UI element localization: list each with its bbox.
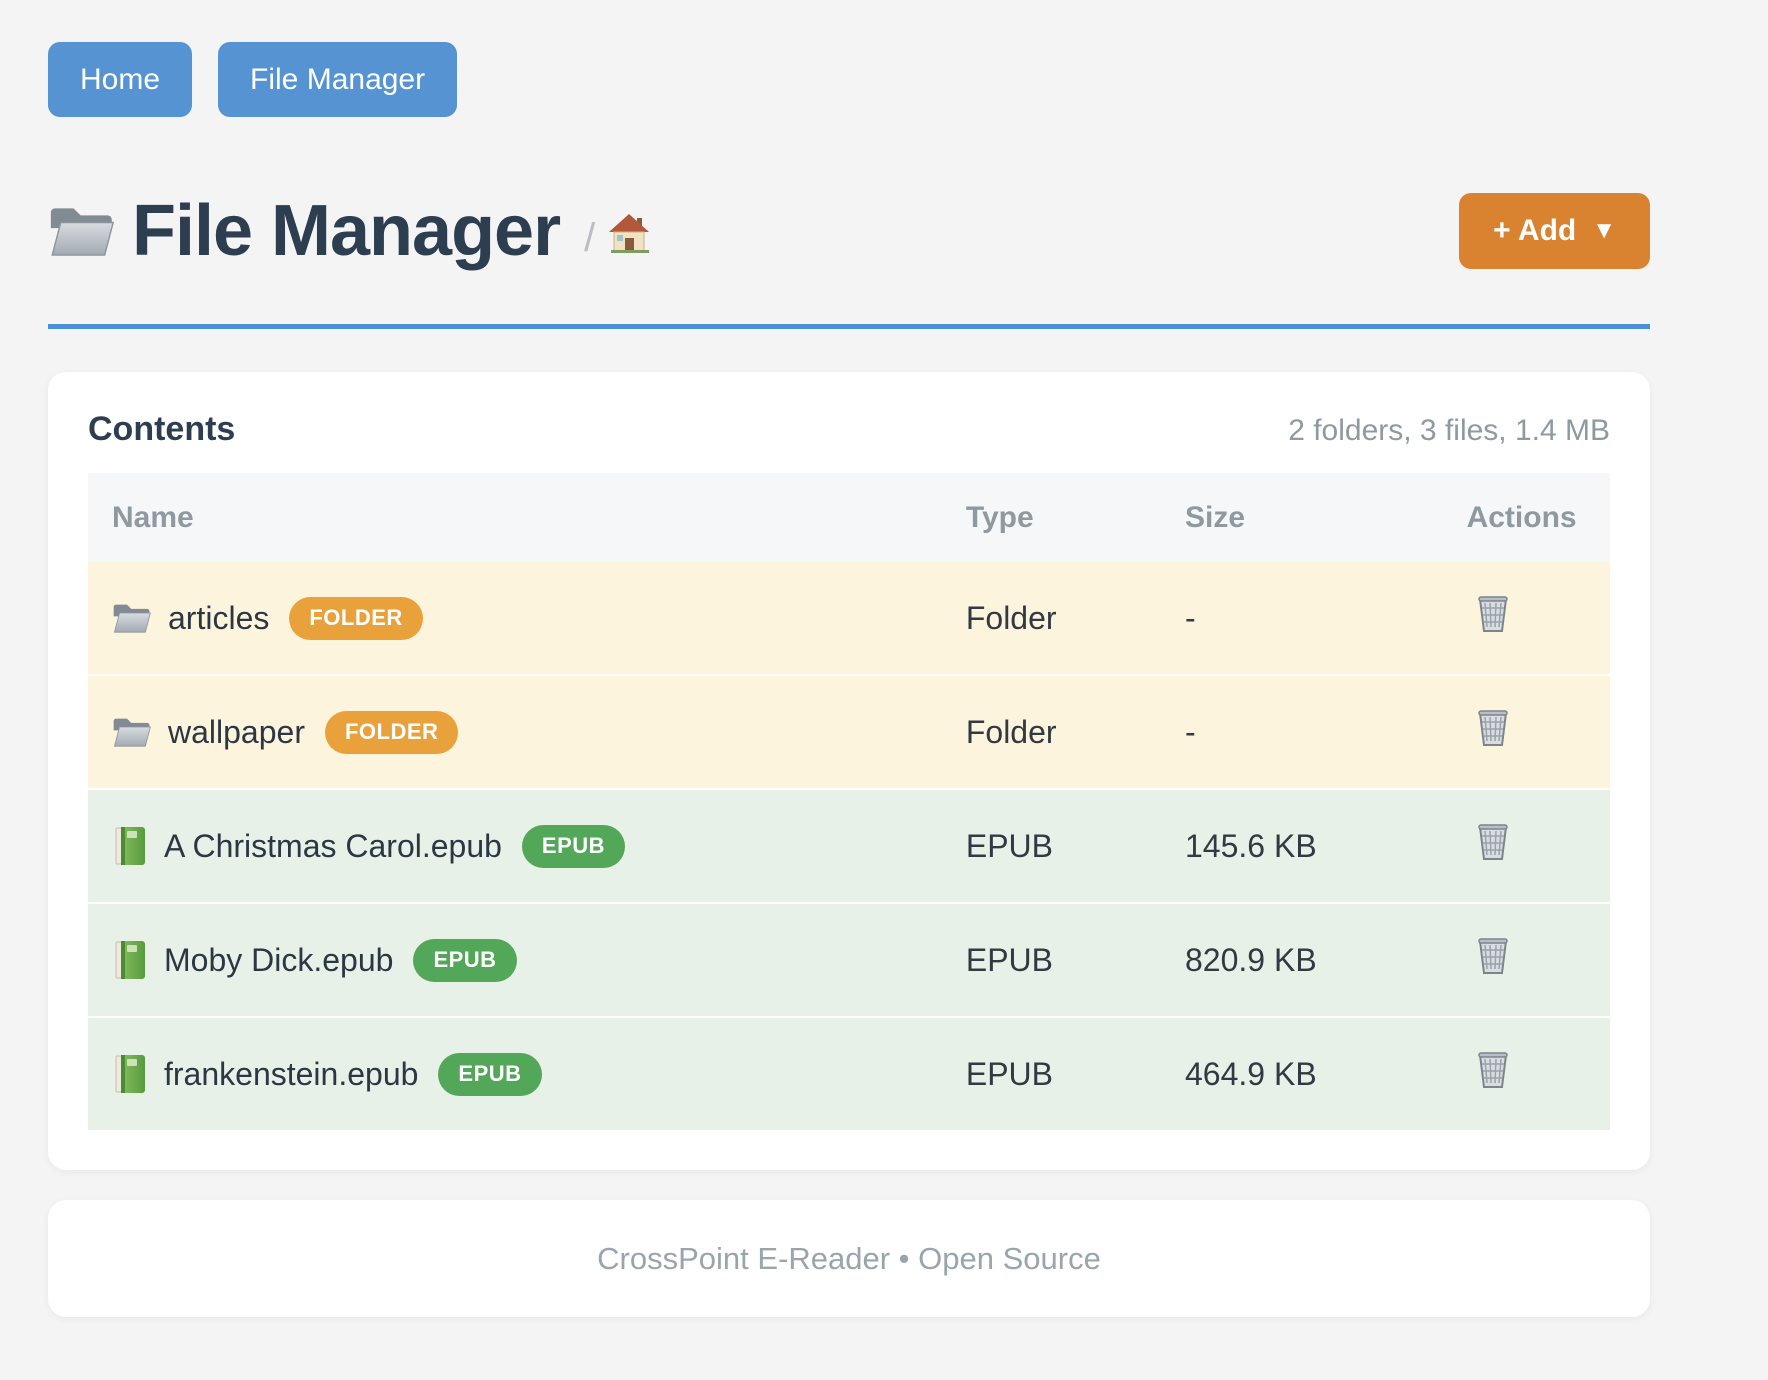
open-folder-icon xyxy=(48,202,116,260)
add-button[interactable]: + Add ▼ xyxy=(1459,193,1650,269)
delete-button[interactable] xyxy=(1477,709,1509,747)
column-header-size: Size xyxy=(1161,473,1443,562)
size-cell: - xyxy=(1161,674,1443,789)
table-row: articles FOLDER Folder - xyxy=(88,562,1610,675)
folder-icon xyxy=(112,715,152,749)
item-name-link[interactable]: articles xyxy=(168,599,270,636)
type-cell: EPUB xyxy=(941,1016,1161,1130)
item-name-link[interactable]: wallpaper xyxy=(168,713,305,750)
folder-badge: FOLDER xyxy=(289,596,423,640)
footer-text: CrossPoint E-Reader • Open Source xyxy=(597,1240,1101,1276)
delete-button[interactable] xyxy=(1477,937,1509,975)
nav-file-manager-button[interactable]: File Manager xyxy=(218,42,458,117)
column-header-name: Name xyxy=(88,473,942,562)
nav-home-button[interactable]: Home xyxy=(48,42,193,117)
type-cell: Folder xyxy=(965,599,1057,636)
contents-heading: Contents xyxy=(88,410,236,448)
file-table: Name Type Size Actions articles FOLDER F… xyxy=(88,473,1610,1130)
type-cell: Folder xyxy=(941,674,1161,789)
table-row: Moby Dick.epub EPUB EPUB 820.9 KB xyxy=(88,902,1610,1017)
footer: CrossPoint E-Reader • Open Source xyxy=(48,1200,1650,1317)
item-name-link[interactable]: frankenstein.epub xyxy=(164,1055,419,1092)
epub-badge: EPUB xyxy=(413,938,517,982)
delete-button[interactable] xyxy=(1477,823,1509,861)
type-cell: EPUB xyxy=(941,902,1161,1017)
delete-button[interactable] xyxy=(1477,1051,1509,1089)
table-row: A Christmas Carol.epub EPUB EPUB 145.6 K… xyxy=(88,788,1610,903)
item-name-link[interactable]: A Christmas Carol.epub xyxy=(164,827,502,864)
green-book-icon xyxy=(112,940,148,980)
chevron-down-icon: ▼ xyxy=(1592,217,1616,244)
top-nav: Home File Manager xyxy=(48,0,1650,117)
delete-button[interactable] xyxy=(1477,595,1509,633)
green-book-icon xyxy=(112,1054,148,1094)
trash-icon xyxy=(1477,709,1509,747)
trash-icon xyxy=(1477,595,1509,633)
page-header: File Manager / + Add ▼ xyxy=(48,193,1650,269)
type-cell: EPUB xyxy=(941,788,1161,903)
size-cell: 464.9 KB xyxy=(1161,1016,1443,1130)
size-cell: 820.9 KB xyxy=(1161,902,1443,1017)
green-book-icon xyxy=(112,826,148,866)
contents-summary: 2 folders, 3 files, 1.4 MB xyxy=(1288,414,1610,447)
house-icon[interactable] xyxy=(607,212,651,256)
table-row: frankenstein.epub EPUB EPUB 464.9 KB xyxy=(88,1016,1610,1130)
item-name-link[interactable]: Moby Dick.epub xyxy=(164,941,394,978)
column-header-type: Type xyxy=(941,473,1161,562)
table-header-row: Name Type Size Actions xyxy=(88,473,1610,562)
column-header-actions: Actions xyxy=(1442,473,1610,562)
folder-icon xyxy=(112,601,152,635)
page-title: File Manager xyxy=(132,191,561,271)
size-cell: 145.6 KB xyxy=(1161,788,1443,903)
breadcrumb-separator: / xyxy=(584,215,596,260)
add-button-label: + Add xyxy=(1493,214,1577,247)
title-divider xyxy=(48,324,1650,329)
page-container: Home File Manager File Manager / + Add ▼… xyxy=(48,0,1650,1317)
folder-badge: FOLDER xyxy=(324,710,459,754)
epub-badge: EPUB xyxy=(521,824,626,868)
table-row: wallpaper FOLDER Folder - xyxy=(88,674,1610,789)
size-cell: - xyxy=(1185,599,1196,636)
contents-card: Contents 2 folders, 3 files, 1.4 MB Name… xyxy=(48,372,1650,1170)
trash-icon xyxy=(1477,823,1509,861)
trash-icon xyxy=(1477,937,1509,975)
epub-badge: EPUB xyxy=(438,1052,542,1096)
trash-icon xyxy=(1477,1051,1509,1089)
